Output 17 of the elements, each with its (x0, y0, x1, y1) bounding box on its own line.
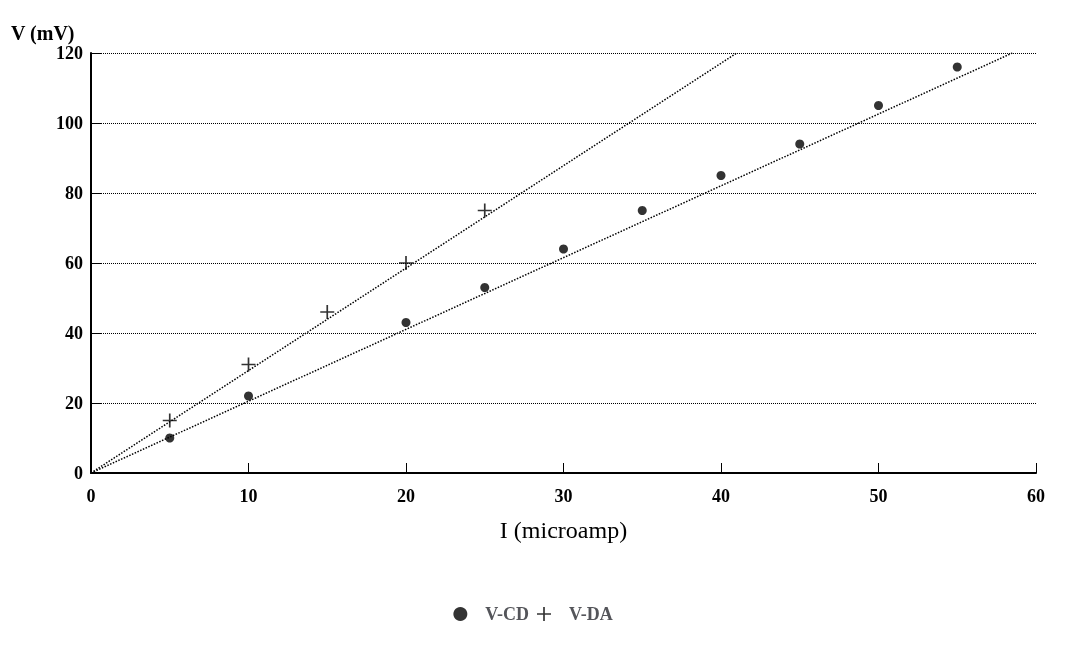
y-tick-label: 20 (65, 393, 83, 413)
legend-label: V-CD (485, 604, 529, 624)
legend-label: V-DA (569, 604, 613, 624)
y-tick-label: 80 (65, 183, 83, 203)
y-tick-label: 40 (65, 323, 83, 343)
y-tick-label: 100 (56, 113, 83, 133)
y-tick-label: 0 (74, 463, 83, 483)
x-tick-label: 40 (712, 486, 730, 506)
x-tick-label: 20 (397, 486, 415, 506)
x-tick-label: 0 (86, 486, 96, 506)
x-axis-title: I (microamp) (499, 517, 628, 543)
y-tick-label: 60 (65, 253, 83, 273)
y-axis-title: V (mV) (11, 22, 75, 45)
x-tick-label: 60 (1027, 486, 1045, 506)
x-tick-label: 10 (239, 486, 258, 506)
x-tick-label: 50 (869, 486, 888, 506)
x-tick-label: 30 (554, 486, 573, 506)
